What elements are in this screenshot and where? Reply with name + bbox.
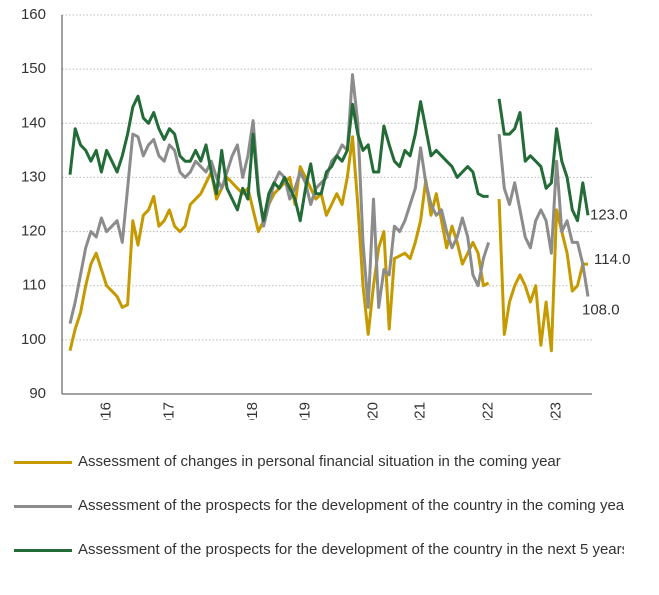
- y-tick-label: 150: [21, 60, 46, 77]
- legend-label: Assessment of the prospects for the deve…: [78, 541, 624, 558]
- data-label: 108.0: [582, 302, 620, 319]
- x-tick-label: 2017: [160, 402, 177, 420]
- x-tick-label: 2020: [364, 402, 381, 420]
- legend-label: Assessment of the prospects for the deve…: [78, 497, 624, 514]
- y-tick-label: 100: [21, 331, 46, 348]
- data-label: 114.0: [594, 251, 630, 268]
- series-line: [68, 94, 590, 223]
- y-tick-label: 160: [21, 6, 46, 23]
- y-tick-label: 130: [21, 168, 46, 185]
- series-line: [68, 73, 590, 324]
- legend-item: Assessment of the prospects for the deve…: [14, 496, 624, 540]
- legend-swatch: [14, 504, 72, 508]
- legend-swatch: [14, 460, 72, 464]
- x-tick-label: 2018: [244, 402, 261, 420]
- chart: 90 100 110 120 130 140 150 160 2016 2017 2018 2019 2…: [21, 6, 630, 435]
- y-tick-label: 120: [21, 223, 46, 240]
- x-tick-label: 2022: [480, 402, 497, 420]
- legend-label: Assessment of changes in personal financ…: [78, 453, 561, 470]
- legend: Assessment of changes in personal financ…: [14, 452, 624, 595]
- y-tick-label: 110: [22, 277, 46, 294]
- x-tick-label: 2019: [296, 402, 313, 420]
- x-tick-label: 2023: [548, 402, 565, 420]
- y-tick-label: 90: [29, 385, 46, 402]
- x-tick-label: 2016: [98, 402, 115, 420]
- legend-item: Assessment of changes in personal financ…: [14, 452, 624, 496]
- y-tick-label: 140: [21, 114, 46, 131]
- x-tick-label: 2021: [412, 402, 429, 420]
- data-label: 123.0: [590, 206, 628, 223]
- legend-item: Assessment of the prospects for the deve…: [14, 540, 624, 584]
- legend-swatch: [14, 548, 72, 552]
